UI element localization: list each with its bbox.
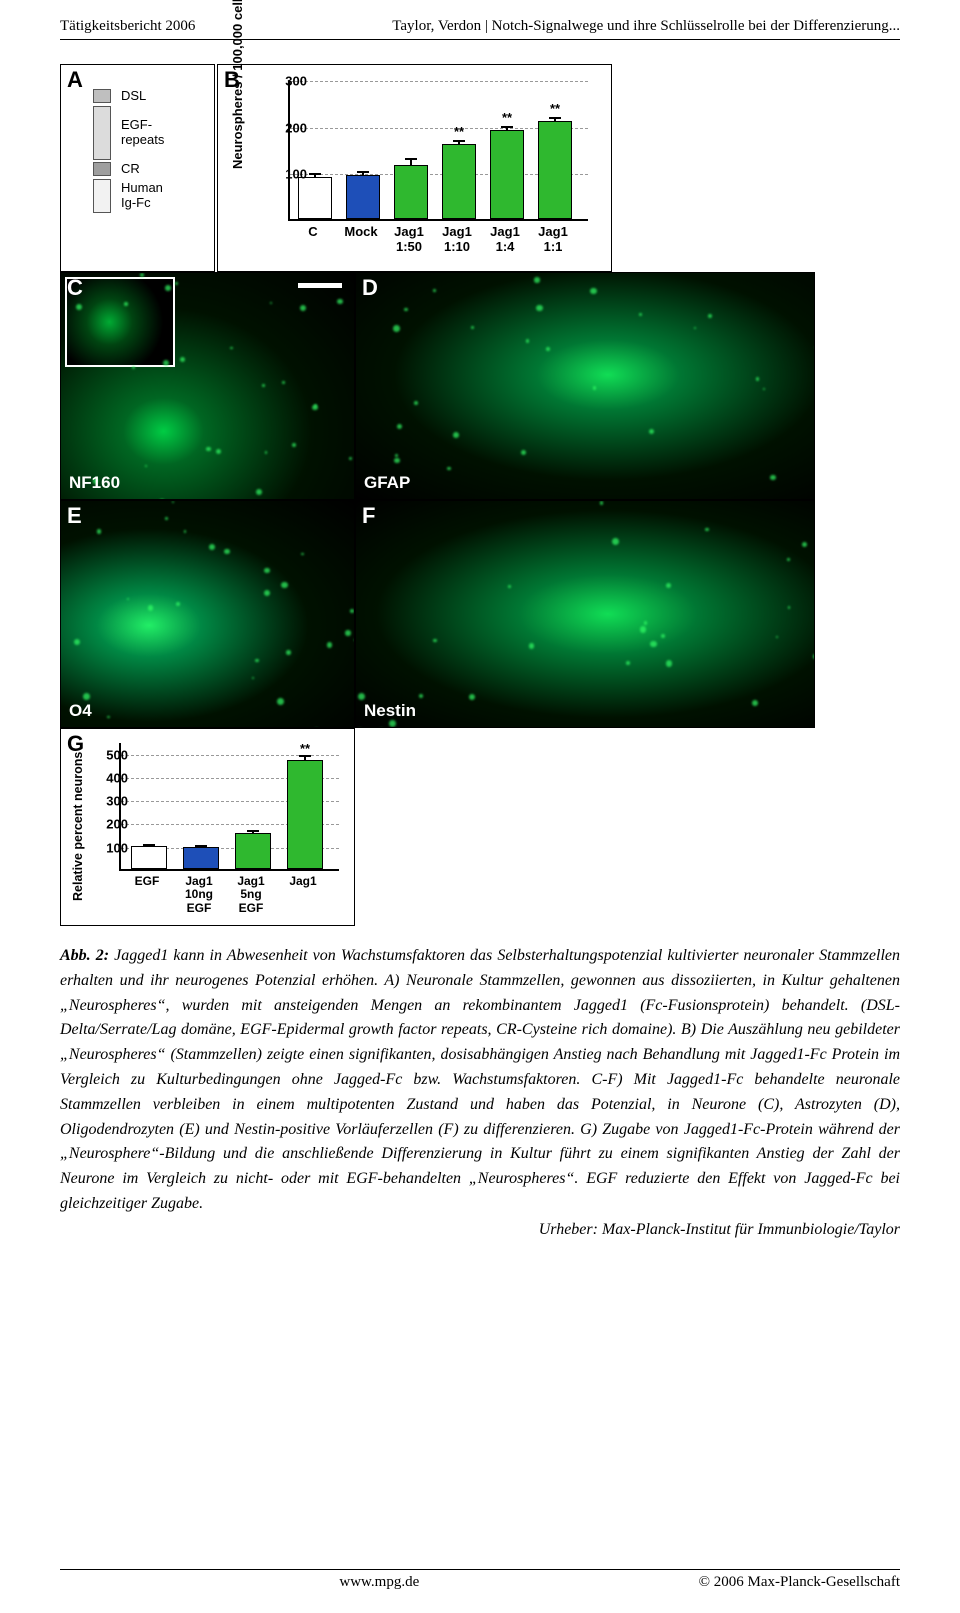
page-footer: www.mpg.de © 2006 Max-Planck-Gesellschaf… — [60, 1569, 900, 1591]
domain-box-icon — [93, 162, 111, 176]
marker-label: Nestin — [364, 701, 416, 721]
ytick-label: 300 — [106, 794, 128, 809]
xtick-label: Jag11:1 — [531, 225, 575, 255]
header-right: Taylor, Verdon | Notch-Signalwege und ih… — [392, 18, 900, 35]
schematic-row: CR — [93, 162, 203, 177]
ytick-label: 100 — [285, 167, 307, 182]
xtick-label: EGF — [123, 875, 171, 888]
caption-body: Jagged1 kann in Abwesenheit von Wachstum… — [60, 947, 900, 1212]
significance-marker: ** — [550, 101, 560, 116]
ytick-label: 200 — [106, 817, 128, 832]
panel-f-label: F — [362, 503, 375, 529]
bar — [131, 846, 167, 869]
schematic-row: EGF-repeats — [93, 106, 203, 160]
bar — [183, 847, 219, 869]
bar — [394, 165, 428, 219]
panel-c-micrograph: C NF160 — [60, 272, 355, 500]
significance-marker: ** — [502, 110, 512, 125]
xtick-label: Jag11:10 — [435, 225, 479, 255]
running-header: Tätigkeitsbericht 2006 Taylor, Verdon | … — [60, 18, 900, 40]
schematic-row: HumanIg-Fc — [93, 179, 203, 213]
xtick-label: Mock — [339, 225, 383, 240]
domain-box-icon — [93, 106, 111, 160]
footer-center: www.mpg.de — [339, 1574, 419, 1591]
ytick-label: 500 — [106, 747, 128, 762]
domain-label: CR — [121, 162, 140, 177]
panel-g-label: G — [67, 731, 84, 757]
panel-d-label: D — [362, 275, 378, 301]
schematic-row: DSL — [93, 89, 203, 104]
ytick-label: 200 — [285, 120, 307, 135]
domain-box-icon — [93, 179, 111, 213]
marker-label: GFAP — [364, 473, 410, 493]
xtick-label: C — [291, 225, 335, 240]
domain-label: DSL — [121, 89, 146, 104]
panel-a-schematic: A DSL EGF-repeats CR HumanIg-Fc — [60, 64, 215, 272]
bar: ** — [538, 121, 572, 219]
marker-label: NF160 — [69, 473, 120, 493]
panel-b-barchart: B Neurospheres / 100,000 cells ****** 10… — [217, 64, 612, 272]
panel-f-micrograph: F Nestin — [355, 500, 815, 728]
bar — [235, 833, 271, 869]
ytick-label: 400 — [106, 770, 128, 785]
significance-marker: ** — [454, 124, 464, 139]
bar: ** — [442, 144, 476, 219]
panel-e-micrograph: E O4 — [60, 500, 355, 728]
domain-label: EGF-repeats — [121, 118, 164, 148]
header-left: Tätigkeitsbericht 2006 — [60, 18, 195, 35]
panel-g-barchart: G Relative percent neurons ** 100 200 300 4… — [60, 728, 355, 926]
caption-lead: Abb. 2: — [60, 947, 109, 964]
panel-b-label: B — [224, 67, 240, 93]
bar: ** — [287, 760, 323, 869]
panel-e-label: E — [67, 503, 82, 529]
xtick-label: Jag110ngEGF — [175, 875, 223, 915]
xtick-label: Jag11:50 — [387, 225, 431, 255]
scale-bar-icon — [298, 283, 342, 288]
domain-box-icon — [93, 89, 111, 103]
panel-d-micrograph: D GFAP — [355, 272, 815, 500]
xtick-label: Jag15ngEGF — [227, 875, 275, 915]
chart-g-ylabel: Relative percent neurons — [71, 752, 85, 901]
significance-marker: ** — [300, 741, 310, 756]
xtick-label: Jag11:4 — [483, 225, 527, 255]
bar — [346, 175, 380, 219]
figure-2-composite: A DSL EGF-repeats CR HumanIg-Fc B Neurosphe… — [60, 64, 820, 926]
figure-caption: Abb. 2: Jagged1 kann in Abwesenheit von … — [60, 944, 900, 1217]
bar: ** — [490, 130, 524, 219]
domain-label: HumanIg-Fc — [121, 181, 163, 211]
gridline — [290, 81, 588, 82]
panel-a-label: A — [67, 67, 83, 93]
bar — [298, 177, 332, 219]
panel-c-label: C — [67, 275, 83, 301]
marker-label: O4 — [69, 701, 92, 721]
xtick-label: Jag1 — [279, 875, 327, 888]
ytick-label: 300 — [285, 74, 307, 89]
footer-right: © 2006 Max-Planck-Gesellschaft — [699, 1574, 900, 1591]
ytick-label: 100 — [106, 840, 128, 855]
caption-attribution: Urheber: Max-Planck-Institut für Immunbi… — [60, 1221, 900, 1239]
